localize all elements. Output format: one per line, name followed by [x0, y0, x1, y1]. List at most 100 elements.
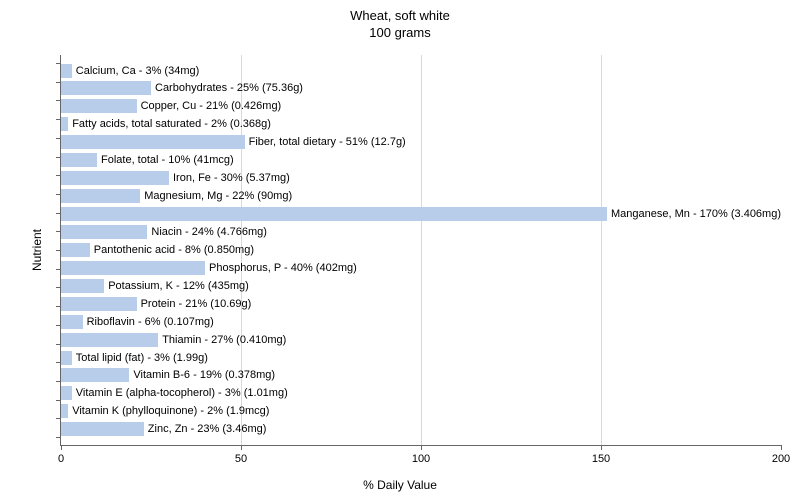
y-tick-mark — [56, 82, 61, 83]
bar — [61, 135, 245, 149]
bar-label: Fatty acids, total saturated - 2% (0.368… — [72, 118, 271, 130]
x-tick-label: 0 — [58, 453, 64, 465]
bar — [61, 368, 129, 382]
bar-row: Fiber, total dietary - 51% (12.7g) — [61, 135, 781, 150]
bar-label: Total lipid (fat) - 3% (1.99g) — [76, 352, 208, 364]
bar-row: Pantothenic acid - 8% (0.850mg) — [61, 242, 781, 257]
bar-row: Niacin - 24% (4.766mg) — [61, 224, 781, 239]
y-tick-mark — [56, 63, 61, 64]
bar — [61, 225, 147, 239]
bar-row: Zinc, Zn - 23% (3.46mg) — [61, 422, 781, 437]
bar-row: Total lipid (fat) - 3% (1.99g) — [61, 350, 781, 365]
bar-row: Riboflavin - 6% (0.107mg) — [61, 314, 781, 329]
bar-label: Folate, total - 10% (41mcg) — [101, 154, 234, 166]
chart-title: Wheat, soft white 100 grams — [0, 0, 800, 42]
bar — [61, 315, 83, 329]
bar — [61, 261, 205, 275]
chart-container: Wheat, soft white 100 grams Nutrient Cal… — [0, 0, 800, 500]
bar — [61, 189, 140, 203]
bar-row: Protein - 21% (10.69g) — [61, 296, 781, 311]
bar-label: Vitamin B-6 - 19% (0.378mg) — [133, 369, 275, 381]
bar-row: Thiamin - 27% (0.410mg) — [61, 332, 781, 347]
x-tick-label: 50 — [235, 453, 247, 465]
y-tick-mark — [56, 250, 61, 251]
bar — [61, 386, 72, 400]
bar — [61, 153, 97, 167]
bar — [61, 207, 607, 221]
x-axis-title: % Daily Value — [363, 478, 437, 492]
bar-label: Niacin - 24% (4.766mg) — [151, 226, 267, 238]
bar-label: Iron, Fe - 30% (5.37mg) — [173, 172, 290, 184]
bar — [61, 81, 151, 95]
bar-label: Thiamin - 27% (0.410mg) — [162, 334, 286, 346]
y-tick-mark — [56, 437, 61, 438]
y-tick-mark — [56, 400, 61, 401]
bar — [61, 99, 137, 113]
bar-row: Calcium, Ca - 3% (34mg) — [61, 63, 781, 78]
bar-row: Potassium, K - 12% (435mg) — [61, 278, 781, 293]
x-tick-mark — [601, 445, 602, 450]
bar-row: Folate, total - 10% (41mcg) — [61, 153, 781, 168]
bar-label: Vitamin K (phylloquinone) - 2% (1.9mcg) — [72, 405, 269, 417]
bar-label: Calcium, Ca - 3% (34mg) — [76, 65, 199, 77]
y-tick-mark — [56, 306, 61, 307]
y-tick-mark — [56, 175, 61, 176]
title-line-2: 100 grams — [0, 25, 800, 42]
bar-label: Phosphorus, P - 40% (402mg) — [209, 262, 357, 274]
bar — [61, 279, 104, 293]
bar-label: Potassium, K - 12% (435mg) — [108, 280, 249, 292]
bar-row: Magnesium, Mg - 22% (90mg) — [61, 189, 781, 204]
bar-label: Fiber, total dietary - 51% (12.7g) — [249, 136, 406, 148]
y-tick-mark — [56, 157, 61, 158]
y-tick-mark — [56, 418, 61, 419]
bar-label: Carbohydrates - 25% (75.36g) — [155, 82, 303, 94]
y-tick-mark — [56, 231, 61, 232]
bar — [61, 351, 72, 365]
bars-group: Calcium, Ca - 3% (34mg) Carbohydrates - 2… — [61, 63, 781, 437]
bar-label: Protein - 21% (10.69g) — [141, 298, 252, 310]
bar-label: Magnesium, Mg - 22% (90mg) — [144, 190, 292, 202]
bar-label: Zinc, Zn - 23% (3.46mg) — [148, 423, 267, 435]
x-tick-label: 200 — [772, 453, 790, 465]
bar-label: Copper, Cu - 21% (0.426mg) — [141, 100, 282, 112]
x-tick-label: 150 — [592, 453, 610, 465]
bar — [61, 404, 68, 418]
bar-label: Riboflavin - 6% (0.107mg) — [87, 316, 214, 328]
x-tick-mark — [421, 445, 422, 450]
title-line-1: Wheat, soft white — [0, 8, 800, 25]
x-tick-mark — [61, 445, 62, 450]
y-tick-mark — [56, 213, 61, 214]
bar — [61, 171, 169, 185]
bar — [61, 297, 137, 311]
bar — [61, 422, 144, 436]
y-tick-mark — [56, 362, 61, 363]
bar-label: Manganese, Mn - 170% (3.406mg) — [611, 208, 781, 220]
bar-row: Vitamin K (phylloquinone) - 2% (1.9mcg) — [61, 404, 781, 419]
bar-row: Manganese, Mn - 170% (3.406mg) — [61, 207, 781, 222]
bar-row: Phosphorus, P - 40% (402mg) — [61, 260, 781, 275]
x-tick-mark — [241, 445, 242, 450]
bar-row: Carbohydrates - 25% (75.36g) — [61, 81, 781, 96]
y-tick-mark — [56, 100, 61, 101]
y-tick-mark — [56, 381, 61, 382]
bar-label: Pantothenic acid - 8% (0.850mg) — [94, 244, 254, 256]
y-tick-mark — [56, 287, 61, 288]
y-axis-title: Nutrient — [30, 229, 44, 271]
bar — [61, 64, 72, 78]
plot-area: Calcium, Ca - 3% (34mg) Carbohydrates - 2… — [60, 55, 781, 446]
bar-label: Vitamin E (alpha-tocopherol) - 3% (1.01m… — [76, 387, 288, 399]
bar-row: Iron, Fe - 30% (5.37mg) — [61, 171, 781, 186]
bar — [61, 117, 68, 131]
bar-row: Vitamin E (alpha-tocopherol) - 3% (1.01m… — [61, 386, 781, 401]
x-tick-mark — [781, 445, 782, 450]
bar — [61, 333, 158, 347]
y-tick-mark — [56, 194, 61, 195]
y-tick-mark — [56, 138, 61, 139]
x-tick-label: 100 — [412, 453, 430, 465]
bar-row: Vitamin B-6 - 19% (0.378mg) — [61, 368, 781, 383]
y-tick-mark — [56, 344, 61, 345]
y-tick-mark — [56, 269, 61, 270]
bar-row: Copper, Cu - 21% (0.426mg) — [61, 99, 781, 114]
y-tick-mark — [56, 119, 61, 120]
bar-row: Fatty acids, total saturated - 2% (0.368… — [61, 117, 781, 132]
